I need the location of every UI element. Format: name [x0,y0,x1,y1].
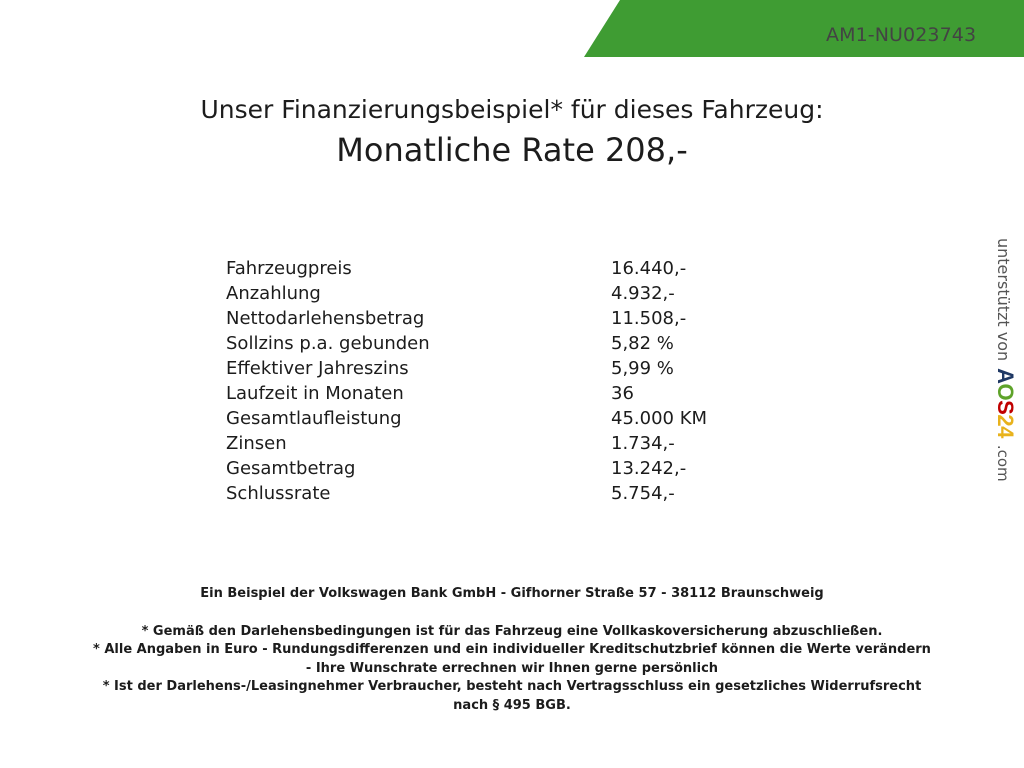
row-value-effektiver-jahreszins: 5,99 % [611,358,674,379]
sponsor-strip: unterstützt von AOS24 .com [990,238,1024,528]
row-label-schlussrate: Schlussrate [226,483,331,504]
footer-note-1: * Gemäß den Darlehensbedingungen ist für… [141,624,883,639]
table-row: Fahrzeugpreis 16.440,- [226,258,786,283]
table-row: Gesamtlaufleistung 45.000 KM [226,408,786,433]
row-label-gesamtbetrag: Gesamtbetrag [226,458,356,479]
table-row: Effektiver Jahreszins 5,99 % [226,358,786,383]
header-banner [584,0,1024,57]
table-row: Sollzins p.a. gebunden 5,82 % [226,333,786,358]
row-label-sollzins: Sollzins p.a. gebunden [226,333,430,354]
footer-note-4: * Ist der Darlehens-/Leasingnehmer Verbr… [102,679,922,695]
row-label-effektiver-jahreszins: Effektiver Jahreszins [226,358,409,379]
table-row: Nettodarlehensbetrag 11.508,- [226,308,786,333]
row-value-gesamtbetrag: 13.242,- [611,458,687,479]
brand-word-graf: GRAF [203,13,283,43]
brand-word-feser: FESER [67,13,160,43]
clover-icon [169,16,195,42]
row-value-nettodarlehensbetrag: 11.508,- [611,308,687,329]
table-row: Laufzeit in Monaten 36 [226,383,786,408]
aos24-letter-o: O [993,383,1018,401]
footer-note-5: nach § 495 BGB. [453,697,571,713]
row-label-laufzeit: Laufzeit in Monaten [226,383,404,404]
row-value-laufzeit: 36 [611,383,634,404]
row-label-nettodarlehensbetrag: Nettodarlehensbetrag [226,308,425,329]
footer-note-2: * Alle Angaben in Euro - Rundungsdiffere… [93,642,931,658]
row-value-zinsen: 1.734,- [611,433,675,454]
row-label-anzahlung: Anzahlung [226,283,321,304]
table-row: Schlussrate 5.754,- [226,483,786,508]
aos24-letter-a: A [993,368,1018,384]
row-value-gesamtlaufleistung: 45.000 KM [611,408,708,429]
feser-graf-logo: FESER GRAF [67,13,282,44]
title-block: Unser Finanzierungsbeispiel* für dieses … [0,96,1024,168]
page-headline: Unser Finanzierungsbeispiel* für dieses … [200,95,824,124]
row-value-sollzins: 5,82 % [611,333,674,354]
monthly-rate-headline: Monatliche Rate 208,- [336,130,688,169]
bank-disclaimer-line: Ein Beispiel der Volkswagen Bank GmbH - … [200,586,824,601]
row-value-schlussrate: 5.754,- [611,483,675,504]
aos24-letter-s: S [993,400,1018,415]
vehicle-id-label: AM1-NU023743 [826,24,977,46]
aos24-logo: AOS24 [992,368,1018,438]
finance-details-table: Fahrzeugpreis 16.440,- Anzahlung 4.932,-… [226,258,786,508]
row-label-fahrzeugpreis: Fahrzeugpreis [226,258,352,279]
table-row: Anzahlung 4.932,- [226,283,786,308]
aos24-tld-label: .com [994,444,1012,482]
footer-notes: * Gemäß den Darlehensbedingungen ist für… [0,623,1024,715]
table-row: Gesamtbetrag 13.242,- [226,458,786,483]
aos24-number-24: 24 [993,414,1018,438]
footer-note-3: - Ihre Wunschrate errechnen wir Ihnen ge… [305,660,719,676]
row-label-zinsen: Zinsen [226,433,287,454]
row-value-anzahlung: 4.932,- [611,283,675,304]
sponsor-rotated-content: unterstützt von AOS24 .com [990,238,1018,482]
row-value-fahrzeugpreis: 16.440,- [611,258,687,279]
row-label-gesamtlaufleistung: Gesamtlaufleistung [226,408,402,429]
sponsor-prefix-label: unterstützt von [994,238,1013,362]
table-row: Zinsen 1.734,- [226,433,786,458]
